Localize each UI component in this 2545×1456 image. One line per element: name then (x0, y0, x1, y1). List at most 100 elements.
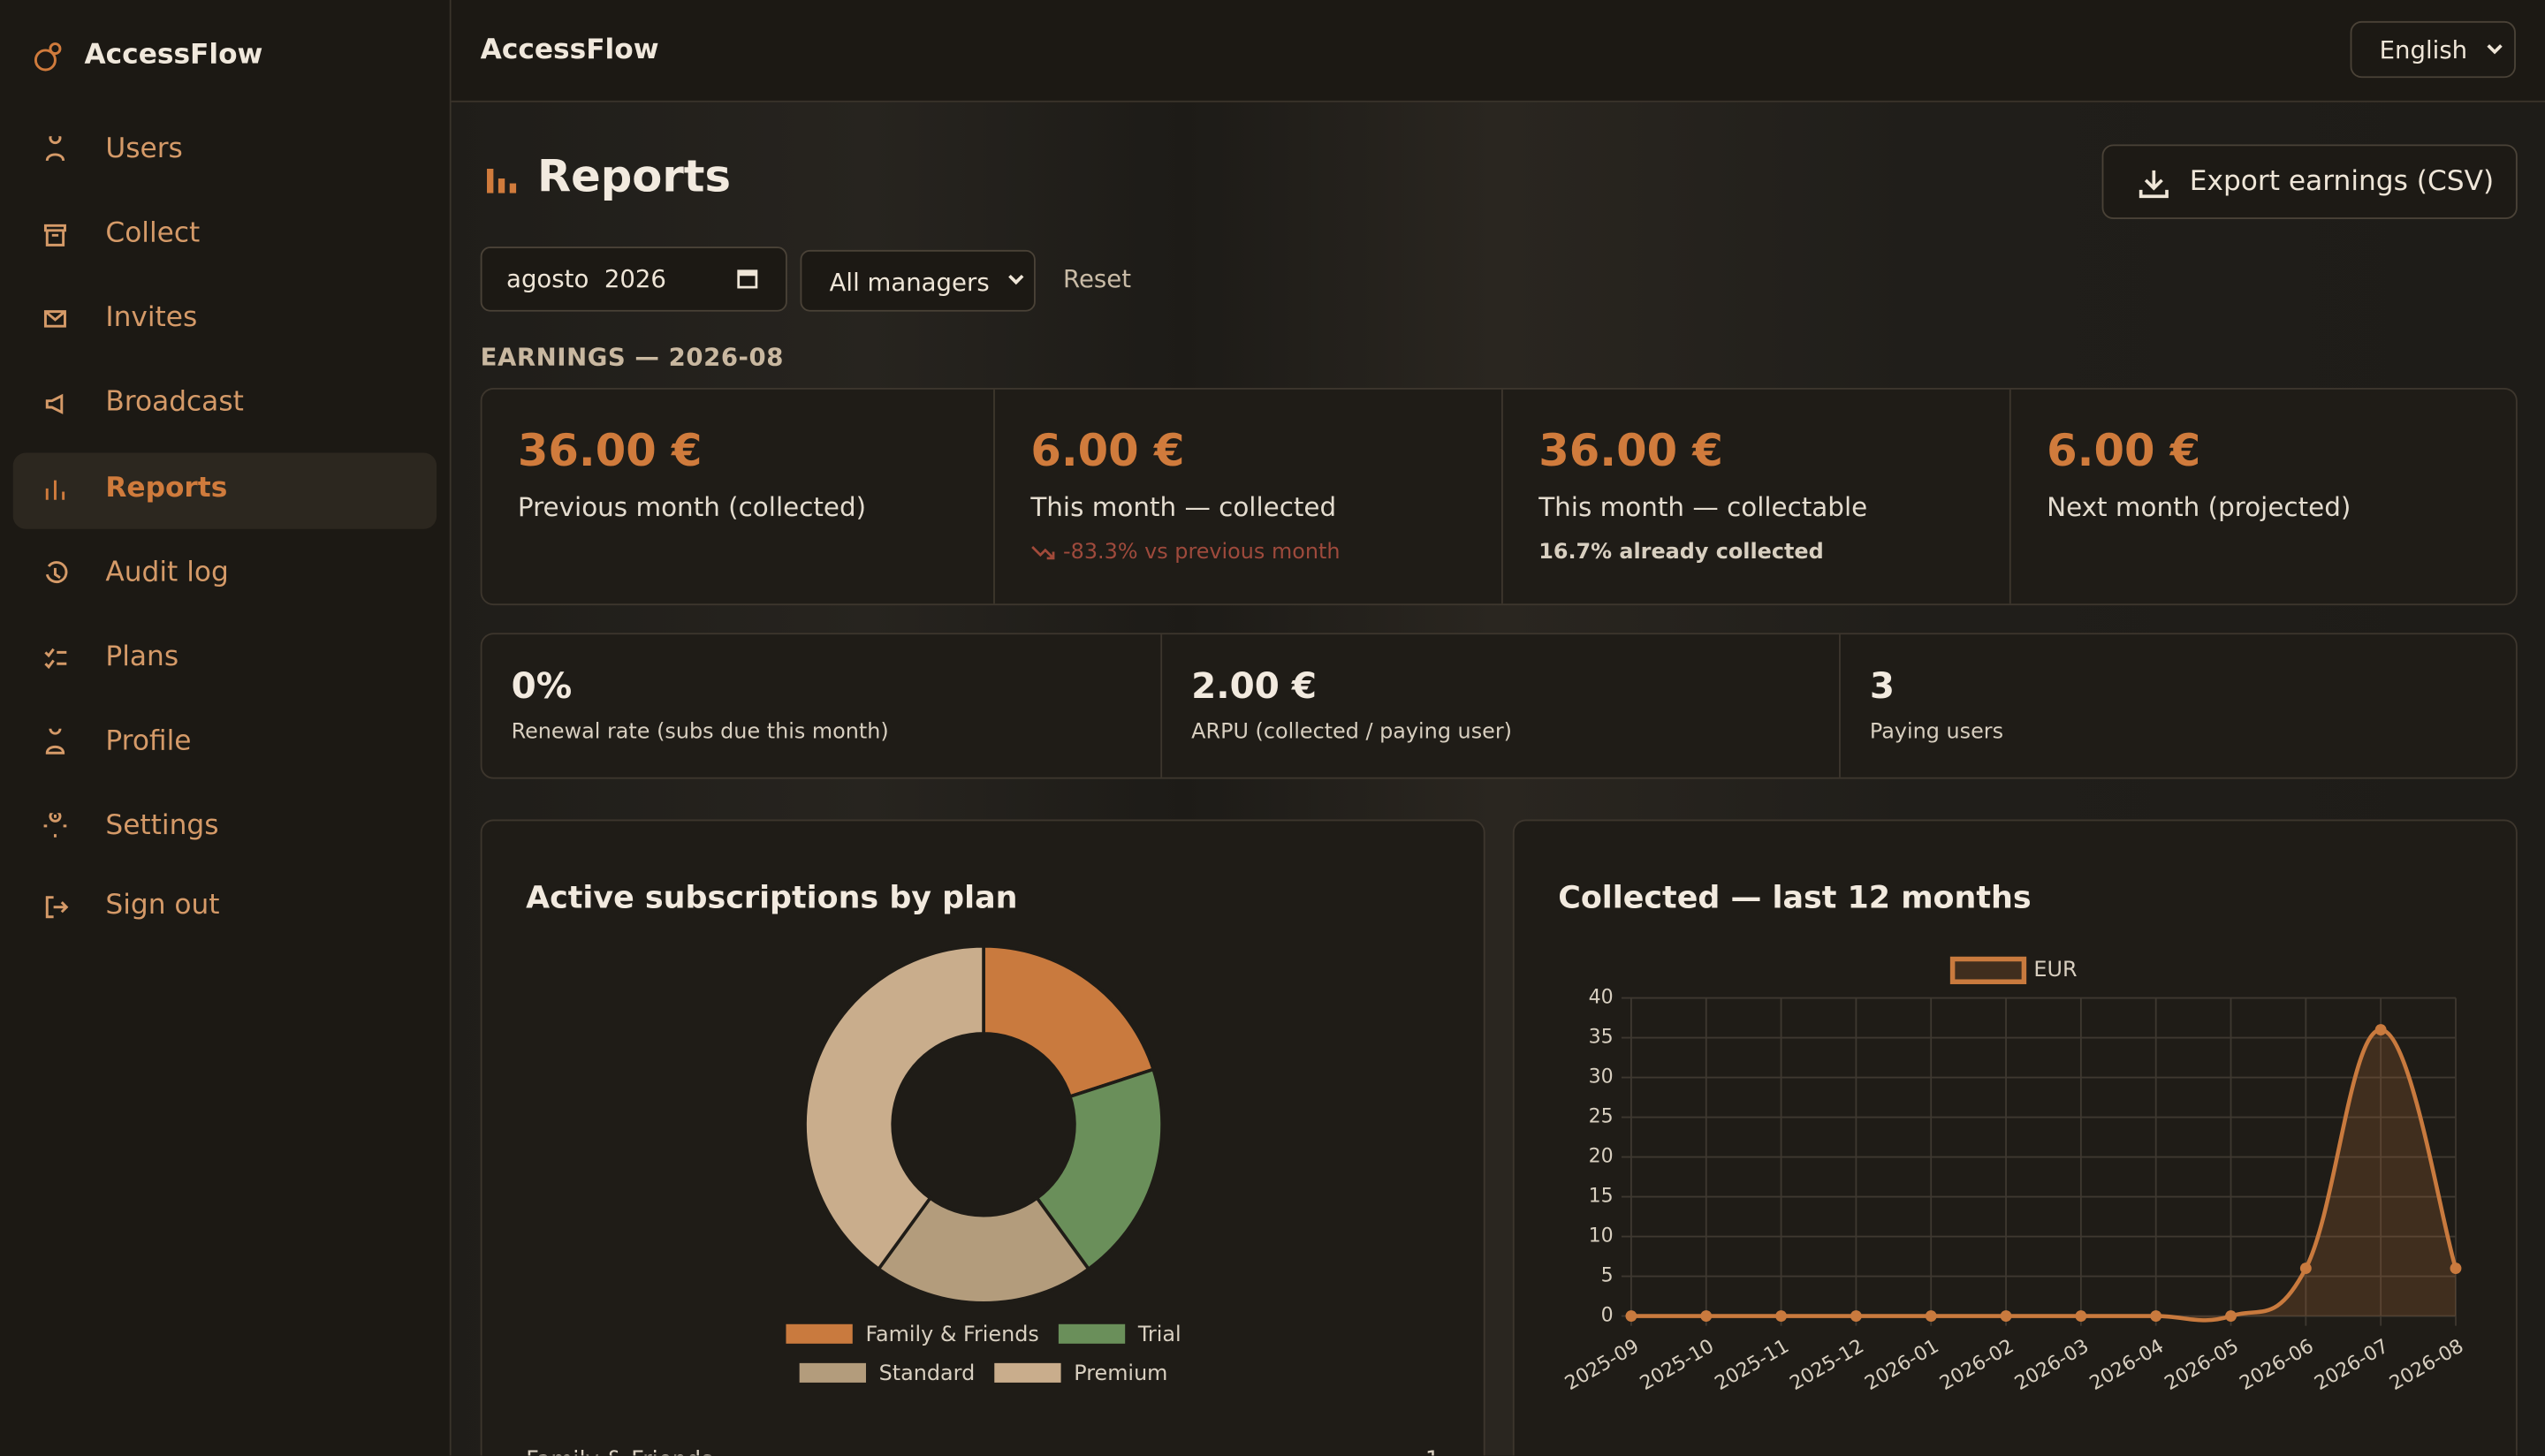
language-select[interactable]: English (2350, 20, 2516, 79)
nav-label: Collect (105, 217, 201, 250)
nav-label: Plans (105, 641, 179, 674)
nav-item[interactable]: Profile (13, 706, 437, 782)
icon-shape (43, 224, 66, 246)
calendar-icon (737, 269, 758, 289)
nav-label: Settings (105, 809, 219, 843)
donut-chart: Active subscriptions by plan Family & Fri… (526, 881, 1440, 1456)
brand: AccessFlow (84, 39, 263, 72)
kpi-cell: 3 Paying users (1839, 634, 2519, 777)
x-tick-label: 2025-11 (1712, 1335, 1793, 1395)
earning-value: 36.00 € (517, 427, 703, 478)
nav-item[interactable]: Audit log (13, 537, 437, 613)
legend-swatch (1058, 1323, 1126, 1344)
chart-card: Active subscriptions by plan Family & Fri… (480, 819, 1485, 1456)
point (2000, 1310, 2012, 1323)
nav-icon (44, 648, 67, 670)
trend-icon (1031, 546, 1055, 560)
nav-icon (43, 813, 67, 838)
icon-shape (45, 480, 65, 500)
kpi-card: 0% Renewal rate (subs due this month) 2.00… (480, 633, 2519, 779)
export-label: Export earnings (CSV) (2189, 165, 2495, 199)
donut-slice (982, 944, 1156, 1099)
nav-item[interactable]: Users (13, 114, 437, 190)
x-tick-label: 2025-09 (1561, 1335, 1643, 1395)
earning-cell: 6.00 € This month — collected -83.3% vs pr… (993, 389, 1503, 604)
y-tick-label: 35 (1589, 1027, 1614, 1049)
x-tick-label: 2026-03 (2011, 1335, 2093, 1395)
nav-item[interactable]: Broadcast (13, 367, 437, 443)
donut-slice (803, 944, 985, 1271)
topbar: AccessFlow English (451, 0, 2545, 102)
reports-icon (487, 169, 517, 193)
line-chart: Collected — last 12 months 0 5 10 15 20 25 30 35… (1558, 881, 2467, 1396)
page-title: Reports (536, 152, 732, 203)
brand-icon (34, 42, 62, 72)
legend-swatch (1949, 956, 2027, 984)
download-icon (2139, 170, 2169, 199)
nav-icon (45, 896, 69, 919)
nav-item[interactable]: Plans (13, 621, 437, 697)
earning-label: Previous month (collected) (517, 491, 867, 523)
chart-title: Active subscriptions by plan (526, 881, 1017, 916)
y-tick-label: 10 (1589, 1225, 1614, 1247)
x-tick-label: 2026-06 (2236, 1335, 2317, 1395)
point (2075, 1310, 2087, 1323)
sidebar: AccessFlow Users Collect Invites Broadcast R… (0, 0, 452, 1456)
nav-label: Users (105, 133, 183, 166)
legend-label: Trial (1137, 1322, 1181, 1346)
point (2374, 1024, 2387, 1036)
x-tick-label: 2026-01 (1861, 1335, 1942, 1395)
y-tick-label: 30 (1589, 1066, 1614, 1088)
nav-item[interactable]: Sign out (13, 869, 437, 945)
donut-slice (876, 1195, 1091, 1305)
earning-note: -83.3% vs previous month (1063, 540, 1341, 565)
point (2225, 1310, 2237, 1323)
point (1700, 1310, 1713, 1323)
manager-select[interactable]: All managers (800, 249, 1036, 312)
nav-item[interactable]: Invites (13, 283, 437, 359)
earning-value: 36.00 € (1538, 427, 1723, 478)
kpi-label: Renewal rate (subs due this month) (511, 720, 889, 746)
nav-label: Audit log (105, 557, 229, 589)
reset-link[interactable]: Reset (1063, 264, 1132, 294)
y-tick-label: 40 (1589, 987, 1614, 1009)
nav-item[interactable]: Reports (12, 452, 437, 529)
legend-label: Family & Friends (865, 1322, 1038, 1346)
y-tick-label: 5 (1601, 1265, 1614, 1287)
kpi-cell: 0% Renewal rate (subs due this month) (482, 634, 1161, 777)
y-tick-label: 0 (1601, 1305, 1614, 1327)
topbar-title: AccessFlow (480, 34, 659, 67)
kpi-value: 2.00 € (1191, 666, 1318, 708)
nav-icon (45, 480, 65, 500)
nav-item[interactable]: Settings (13, 790, 437, 866)
export-button[interactable]: Export earnings (CSV) (2101, 144, 2518, 219)
month-input[interactable]: agosto 2026 (480, 246, 787, 312)
point (2150, 1310, 2162, 1323)
nav-item[interactable]: Collect (13, 198, 437, 274)
earnings-card: 36.00 € Previous month (collected) 6.00 € T… (480, 387, 2518, 606)
nav-icon (45, 136, 65, 162)
x-tick-label: 2026-07 (2311, 1335, 2392, 1395)
earning-note: 16.7% already collected (1538, 540, 1824, 565)
nav-label: Invites (105, 301, 198, 335)
chart-card: Collected — last 12 months 0 5 10 15 20 25 30 35… (1512, 819, 2518, 1456)
kpi-label: ARPU (collected / paying user) (1191, 720, 1512, 746)
x-tick-label: 2026-04 (2086, 1335, 2168, 1395)
icon-shape (45, 393, 64, 414)
kpi-cell: 2.00 € ARPU (collected / paying user) (1160, 634, 1841, 777)
legend-label: EUR (2033, 957, 2077, 982)
y-tick-label: 15 (1589, 1186, 1614, 1208)
nav-icon (45, 728, 65, 755)
chevron (2487, 44, 2503, 55)
x-tick-label: 2025-10 (1637, 1335, 1718, 1395)
legend-swatch (799, 1362, 866, 1383)
earning-cell: 36.00 € Previous month (collected) (482, 390, 994, 603)
x-tick-label: 2025-12 (1787, 1335, 1868, 1395)
earning-label: Next month (projected) (2047, 491, 2351, 523)
icon-shape (45, 561, 68, 584)
x-tick-label: 2026-05 (2161, 1335, 2243, 1395)
icon-shape (44, 648, 67, 670)
legend-label: Standard (879, 1361, 976, 1385)
icon-shape (43, 310, 66, 328)
